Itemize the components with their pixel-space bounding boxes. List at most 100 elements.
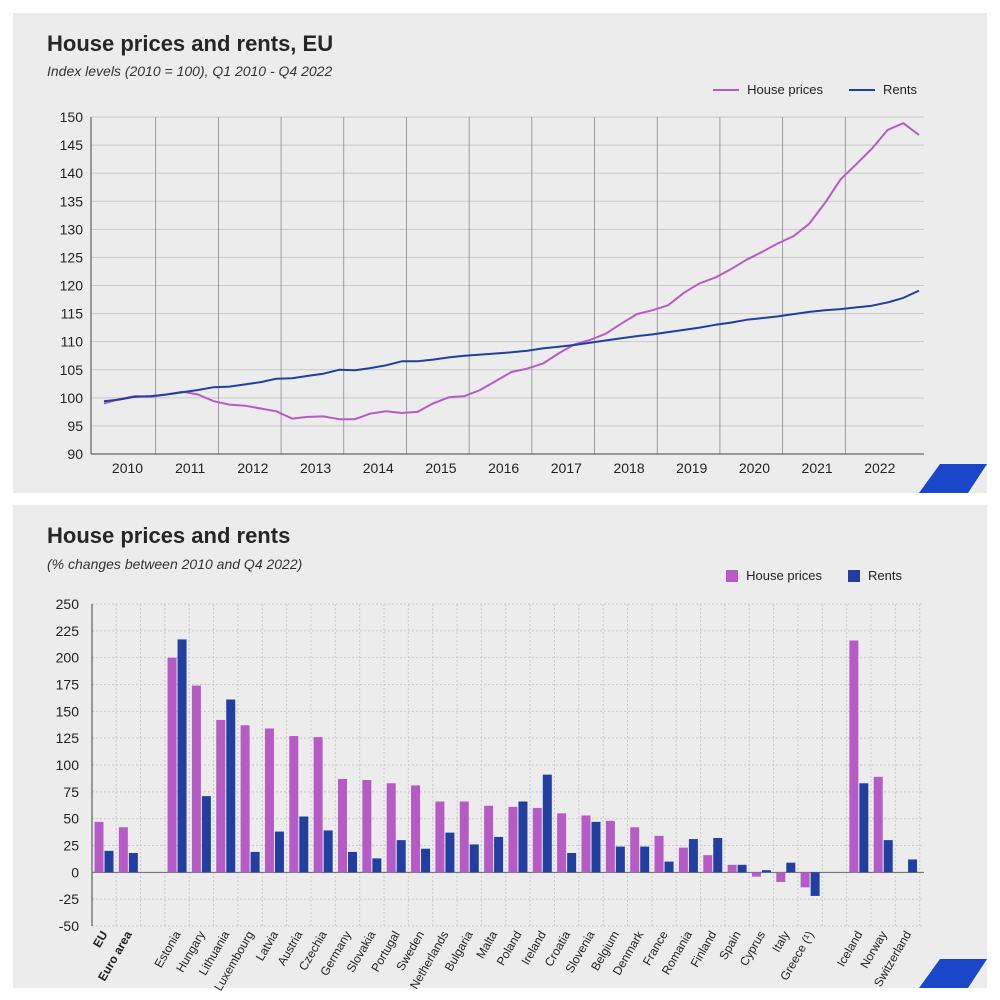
house-prices-bar — [240, 725, 250, 873]
rents-bar — [859, 783, 869, 873]
house-prices-bar — [484, 805, 494, 873]
rents-bar — [104, 850, 114, 873]
house-prices-bar — [776, 872, 786, 882]
y-tick-label: 150 — [56, 703, 80, 719]
line-chart-svg: 150 145 140 135 130 125 120 115 110 105 100 95 90 201… — [60, 109, 924, 476]
x-tick-label: 2015 — [425, 460, 456, 476]
house-prices-bar — [557, 813, 567, 873]
rents-bar — [518, 801, 528, 873]
rents-bar — [372, 858, 382, 873]
chart-legend: House prices Rents — [687, 82, 917, 97]
x-tick-label: 2013 — [300, 460, 331, 476]
y-tick-label: 25 — [63, 838, 79, 854]
house-prices-bar — [216, 719, 226, 873]
house-prices-bar — [338, 778, 347, 873]
rents-bar — [640, 846, 650, 873]
rents-bar — [421, 848, 431, 873]
house-prices-bar — [459, 801, 469, 873]
x-tick-label: 2010 — [112, 460, 143, 476]
rents-bar — [494, 836, 504, 873]
legend-label: Rents — [868, 568, 902, 583]
rents-bar — [737, 864, 747, 873]
house-prices-bar — [386, 783, 396, 873]
y-tick-label: 50 — [63, 811, 79, 827]
y-tick-label: 130 — [60, 221, 84, 237]
legend-swatch — [849, 88, 876, 91]
y-tick-label: 75 — [63, 784, 79, 800]
x-tick-label: 2011 — [175, 460, 205, 476]
chart-legend: House prices Rents — [700, 568, 902, 583]
house-prices-bar — [630, 827, 640, 873]
y-tick-label: 0 — [71, 864, 79, 880]
bar-chart-panel: House prices and rents (% changes betwee… — [13, 505, 987, 993]
house-prices-bar — [435, 801, 445, 873]
y-tick-label: 125 — [56, 730, 80, 746]
house-prices-bar — [849, 640, 859, 873]
house-prices-bar — [508, 806, 518, 873]
x-tick-label: 2019 — [676, 460, 707, 476]
rents-bar — [615, 846, 625, 873]
eurostat-corner-logo — [919, 959, 987, 988]
bar-chart-svg: 2502252001751501251007550250-25-50EUEuro… — [56, 596, 924, 993]
legend-swatch — [848, 569, 861, 582]
y-tick-label: 120 — [60, 278, 84, 294]
chart-subtitle: Index levels (2010 = 100), Q1 2010 - Q4 … — [47, 63, 333, 79]
y-tick-label: 175 — [56, 677, 80, 693]
x-tick-label: 2012 — [237, 460, 268, 476]
house-prices-bar — [94, 821, 104, 873]
chart-title: House prices and rents — [47, 523, 291, 548]
y-tick-label: 90 — [67, 446, 83, 462]
legend-item-rents: Rents — [848, 568, 902, 583]
house-prices-bar — [532, 807, 542, 873]
house-prices-bar — [362, 780, 372, 873]
house-prices-line — [103, 122, 920, 421]
x-tick-label: 2014 — [363, 460, 394, 476]
x-tick-label: 2016 — [488, 460, 519, 476]
house-prices-bar — [191, 685, 201, 873]
rents-bar — [883, 840, 893, 873]
house-prices-bar — [678, 847, 688, 873]
rents-bar — [445, 832, 455, 873]
rents-bar — [128, 853, 138, 873]
y-tick-label: -50 — [59, 918, 79, 934]
rents-bar — [591, 821, 601, 873]
y-tick-label: 150 — [60, 109, 84, 125]
legend-label: Rents — [883, 82, 917, 97]
house-prices-bar — [167, 657, 177, 873]
house-prices-bar — [289, 736, 299, 873]
x-tick-label: 2021 — [802, 460, 833, 476]
legend-item-house-prices: House prices — [726, 568, 822, 583]
rents-bar — [786, 862, 796, 873]
y-tick-label: 100 — [56, 757, 80, 773]
y-tick-label: 105 — [60, 362, 84, 378]
rents-bar — [323, 830, 333, 873]
x-tick-label: 2017 — [551, 460, 582, 476]
house-prices-bar — [751, 872, 761, 877]
rents-bar — [567, 853, 577, 873]
y-tick-label: 135 — [60, 193, 84, 209]
chart-title: House prices and rents, EU — [47, 31, 334, 56]
rents-bar — [177, 639, 187, 873]
house-prices-bar — [605, 820, 615, 873]
rents-bar — [688, 839, 698, 873]
house-prices-bar — [703, 855, 713, 873]
y-tick-label: 95 — [67, 418, 83, 434]
rents-bar — [299, 816, 309, 873]
y-tick-label: 100 — [60, 390, 84, 406]
house-prices-bar — [727, 864, 737, 873]
y-tick-label: 140 — [60, 165, 84, 181]
chart-subtitle: (% changes between 2010 and Q4 2022) — [47, 556, 303, 572]
legend-label: House prices — [746, 568, 823, 583]
rents-line — [103, 289, 920, 403]
rents-bar — [713, 837, 723, 873]
rents-bar — [348, 851, 357, 873]
rents-bar — [761, 870, 771, 873]
rents-bar — [201, 796, 211, 873]
x-tick-label: 2022 — [864, 460, 895, 476]
house-prices-bar — [654, 835, 664, 873]
house-prices-bar — [873, 776, 883, 873]
house-prices-bar — [118, 827, 128, 873]
y-tick-label: -25 — [59, 891, 79, 907]
legend-item-house-prices: House prices — [713, 82, 823, 97]
x-tick-label: 2018 — [613, 460, 644, 476]
